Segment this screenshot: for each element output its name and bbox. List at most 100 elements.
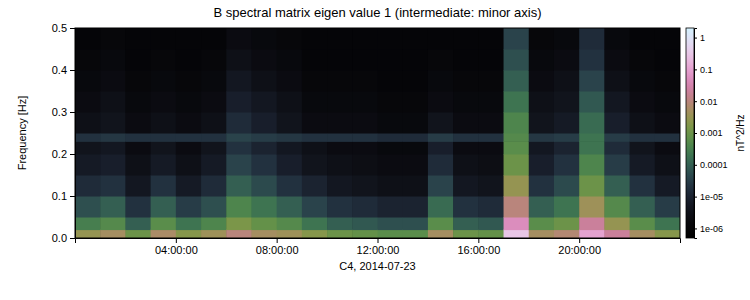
x-axis: 04:00:0008:00:0012:00:0016:00:0020:00:00: [76, 238, 681, 256]
heatmap-cell: [504, 49, 530, 71]
heatmap-cell: [604, 230, 630, 238]
heatmap-cell: [125, 154, 151, 176]
x-tick: 12:00:00: [357, 238, 400, 256]
heatmap-cell: [378, 28, 404, 50]
heatmap-cell: [478, 175, 504, 197]
heatmap-cell: [327, 196, 353, 218]
heatmap-cell: [403, 141, 429, 154]
heatmap-cell: [453, 196, 479, 218]
heatmap-cell: [604, 28, 630, 50]
heatmap-cell: [277, 112, 303, 134]
heatmap-cell: [403, 112, 429, 134]
heatmap-cell: [100, 196, 126, 218]
heatmap-cell: [226, 91, 252, 113]
heatmap-cell: [100, 154, 126, 176]
y-tick-mark: [70, 196, 75, 197]
heatmap-cell: [504, 196, 530, 218]
heatmap-cell: [378, 70, 404, 92]
heatmap-cell: [302, 112, 328, 134]
heatmap-cell: [201, 133, 227, 142]
heatmap-cell: [604, 154, 630, 176]
heatmap-cell: [378, 217, 404, 230]
heatmap-cell: [100, 217, 126, 230]
heatmap-cell: [75, 141, 101, 154]
heatmap-cell: [327, 49, 353, 71]
heatmap-cell: [75, 133, 101, 142]
heatmap-cell: [176, 154, 202, 176]
heatmap-cell: [403, 133, 429, 142]
heatmap-cell: [327, 175, 353, 197]
heatmap-cell: [327, 217, 353, 230]
heatmap-cell: [75, 175, 101, 197]
heatmap-cell: [428, 230, 454, 238]
heatmap-cell: [201, 49, 227, 71]
heatmap-cell: [75, 196, 101, 218]
heatmap-cell: [630, 28, 656, 50]
heatmap-cell: [251, 49, 277, 71]
colorbar-tick-label: 0.01: [700, 97, 718, 107]
colorbar: [686, 28, 694, 238]
heatmap-cell: [151, 175, 177, 197]
heatmap-cell: [378, 154, 404, 176]
heatmap-cell: [453, 112, 479, 134]
heatmap-cell: [529, 49, 555, 71]
heatmap-cell: [529, 133, 555, 142]
heatmap-cell: [176, 70, 202, 92]
heatmap-cell: [428, 196, 454, 218]
heatmap-cell: [655, 230, 680, 238]
heatmap-cell: [478, 154, 504, 176]
heatmap-cell: [478, 91, 504, 113]
y-tick: 0.5: [52, 22, 75, 34]
y-tick-mark: [70, 154, 75, 155]
heatmap-cell: [125, 196, 151, 218]
heatmap-cell: [201, 91, 227, 113]
heatmap-cell: [529, 112, 555, 134]
heatmap-cell: [201, 70, 227, 92]
heatmap-cell: [125, 230, 151, 238]
heatmap-cell: [604, 196, 630, 218]
y-axis-line: [70, 29, 76, 239]
heatmap-cell: [604, 112, 630, 134]
heatmap-cell: [428, 154, 454, 176]
colorbar-tick: 1: [694, 33, 705, 43]
heatmap-cell: [176, 217, 202, 230]
heatmap-cell: [151, 217, 177, 230]
heatmap-cell: [478, 141, 504, 154]
heatmap-cell: [302, 70, 328, 92]
heatmap-cell: [378, 230, 404, 238]
chart-title: B spectral matrix eigen value 1 (interme…: [213, 5, 541, 20]
heatmap-cell: [302, 28, 328, 50]
heatmap-cell: [554, 217, 580, 230]
heatmap-cell: [630, 154, 656, 176]
heatmap-cell: [403, 230, 429, 238]
heatmap-cell: [75, 28, 101, 50]
heatmap-cell: [428, 91, 454, 113]
heatmap-cell: [352, 91, 378, 113]
heatmap-cell: [125, 49, 151, 71]
heatmap-cell: [478, 28, 504, 50]
y-tick-label: 0.0: [52, 232, 67, 244]
heatmap-cell: [579, 196, 605, 218]
heatmap-cell: [378, 175, 404, 197]
heatmap-cell: [478, 112, 504, 134]
heatmap-cell: [579, 175, 605, 197]
colorbar-tick-mark: [694, 197, 697, 198]
colorbar-tick-mark: [694, 38, 697, 39]
heatmap-cell: [453, 70, 479, 92]
heatmap-cell: [176, 196, 202, 218]
y-tick-label: 0.1: [52, 190, 67, 202]
heatmap-cell: [226, 112, 252, 134]
y-axis: 0.00.10.20.30.40.5: [52, 22, 76, 244]
heatmap-cell: [176, 141, 202, 154]
heatmap-cell: [302, 49, 328, 71]
heatmap-cell: [630, 133, 656, 142]
heatmap-cell: [125, 133, 151, 142]
heatmap-cell: [125, 141, 151, 154]
heatmap-cell: [251, 70, 277, 92]
heatmap-cell: [478, 230, 504, 238]
heatmap-cell: [655, 49, 680, 71]
heatmap-cell: [226, 133, 252, 142]
heatmap-cell: [529, 141, 555, 154]
heatmap-cell: [352, 154, 378, 176]
heatmap-cell: [251, 112, 277, 134]
